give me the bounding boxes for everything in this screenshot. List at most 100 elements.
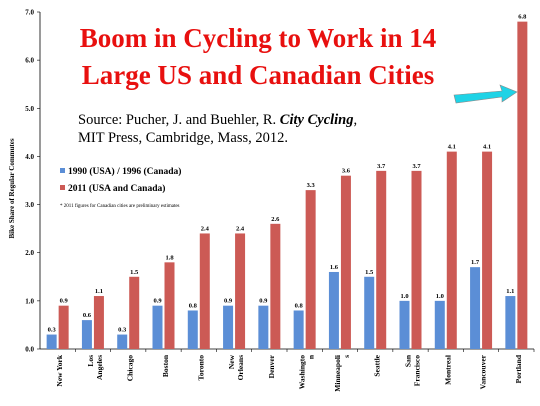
y-tick-label: 7.0 — [25, 9, 34, 17]
category-label: Minneapoli s — [333, 355, 351, 392]
source-suffix: , — [354, 112, 358, 128]
bar-1990 — [470, 267, 481, 349]
data-label-1990: 1.6 — [330, 264, 339, 271]
bar-2011 — [305, 190, 316, 349]
data-label-1990: 0.3 — [48, 327, 57, 334]
category-label-line: San — [404, 354, 413, 367]
bar-2011 — [270, 223, 281, 349]
y-tick-label: 4.0 — [25, 153, 34, 161]
y-tick-label: 0.0 — [25, 346, 34, 354]
source-line-1: Source: Pucher, J. and Buehler, R. City … — [78, 112, 357, 128]
arrow-icon — [453, 84, 518, 104]
bar-2011 — [340, 175, 351, 349]
bar-2011 — [517, 21, 528, 349]
data-label-1990: 0.8 — [189, 302, 198, 309]
bar-1990 — [399, 300, 410, 349]
category-label: Washingto n — [298, 354, 316, 389]
bar-1990 — [187, 310, 198, 349]
bar-1990 — [152, 305, 163, 349]
category-label: Boston — [161, 354, 170, 377]
category-label: Seattle — [373, 354, 382, 376]
category-label-line: New — [227, 354, 236, 369]
legend-label-1990: 1990 (USA) / 1996 (Canada) — [68, 166, 181, 177]
y-axis-label: Bike Share of Regular Commutes — [8, 138, 16, 238]
bar-2011 — [482, 151, 493, 349]
category-label: San Francisco — [404, 354, 422, 386]
data-label-1990: 0.6 — [83, 312, 92, 319]
category-label-line: Chicago — [126, 355, 135, 382]
data-label-2011: 6.8 — [518, 14, 527, 21]
bar-2011 — [411, 170, 422, 349]
category-label-line: Toronto — [196, 355, 205, 381]
bar-1990 — [434, 300, 445, 349]
bar-2011 — [129, 276, 140, 349]
legend-swatch-1990 — [60, 168, 65, 173]
source-prefix: Source: Pucher, J. and Buehler, R. — [78, 112, 280, 128]
bar-2011 — [58, 305, 69, 349]
category-label-line: Minneapoli — [333, 355, 342, 392]
data-label-2011: 2.6 — [271, 216, 280, 223]
data-label-2011: 4.1 — [448, 144, 456, 151]
category-label-line: Vancouver — [479, 354, 488, 389]
data-label-2011: 3.3 — [307, 182, 316, 189]
category-label-line: Los — [86, 355, 95, 367]
bar-2011 — [235, 233, 246, 349]
y-tick-label: 1.0 — [25, 297, 34, 305]
chart-bars — [46, 21, 528, 349]
bar-1990 — [223, 305, 234, 349]
data-label-1990: 1.1 — [506, 288, 514, 295]
data-label-1990: 1.0 — [436, 293, 444, 300]
data-label-2011: 3.7 — [412, 163, 421, 170]
bar-1990 — [364, 276, 375, 349]
data-label-2011: 2.4 — [201, 225, 210, 232]
data-label-1990: 1.7 — [471, 259, 480, 266]
data-label-2011: 4.1 — [483, 144, 491, 151]
category-label-line: Boston — [161, 354, 170, 377]
category-label: Los Angeles — [86, 355, 104, 380]
source-book-title: City Cycling — [280, 112, 354, 128]
bar-1990 — [258, 305, 269, 349]
bar-2011 — [376, 170, 387, 349]
bar-2011 — [199, 233, 210, 349]
category-label-line: s — [342, 355, 351, 358]
category-label-line: Portland — [514, 354, 523, 383]
y-tick-label: 6.0 — [25, 57, 34, 65]
category-label-line: Francisco — [413, 355, 422, 386]
data-label-2011: 3.7 — [377, 163, 386, 170]
legend-label-2011: 2011 (USA and Canada) — [68, 183, 165, 194]
category-label: New York — [55, 354, 64, 386]
category-label: Montreal — [443, 355, 452, 385]
data-label-2011: 1.1 — [95, 288, 103, 295]
data-label-1990: 0.9 — [224, 298, 233, 305]
chart-labels: 0.3 0.9 New York 0.6 1.1 Los Angeles 0.3 1.5 Chic… — [48, 14, 528, 392]
data-label-1990: 0.8 — [295, 302, 304, 309]
category-label-line: Montreal — [443, 355, 452, 385]
data-label-1990: 0.9 — [259, 298, 268, 305]
category-label-line: Seattle — [373, 354, 382, 376]
data-label-1990: 1.5 — [365, 269, 374, 276]
bar-1990 — [117, 334, 128, 349]
legend-swatch-2011 — [60, 185, 65, 190]
category-label-line: Denver — [267, 354, 276, 378]
bar-1990 — [505, 296, 516, 349]
bar-1990 — [328, 271, 339, 349]
bar-2011 — [93, 296, 104, 349]
y-tick-label: 5.0 — [25, 105, 34, 113]
bar-1990 — [293, 310, 304, 349]
category-label: Vancouver — [479, 354, 488, 389]
data-label-2011: 2.4 — [236, 225, 245, 232]
data-label-2011: 1.8 — [165, 254, 174, 261]
bar-1990 — [46, 334, 57, 349]
data-label-2011: 3.6 — [342, 168, 351, 175]
bar-2011 — [164, 262, 175, 349]
chart-title-line-2: Large US and Canadian Cities — [82, 60, 435, 90]
data-label-2011: 0.9 — [60, 298, 69, 305]
y-tick-label: 3.0 — [25, 201, 34, 209]
category-label: New Orleans — [227, 354, 245, 380]
category-label-line: Washingto — [298, 355, 307, 389]
data-label-1990: 0.3 — [118, 327, 127, 334]
category-label: Toronto — [196, 355, 205, 381]
legend-note: * 2011 figures for Canadian cities are p… — [60, 204, 180, 209]
category-label-line: n — [307, 354, 316, 359]
